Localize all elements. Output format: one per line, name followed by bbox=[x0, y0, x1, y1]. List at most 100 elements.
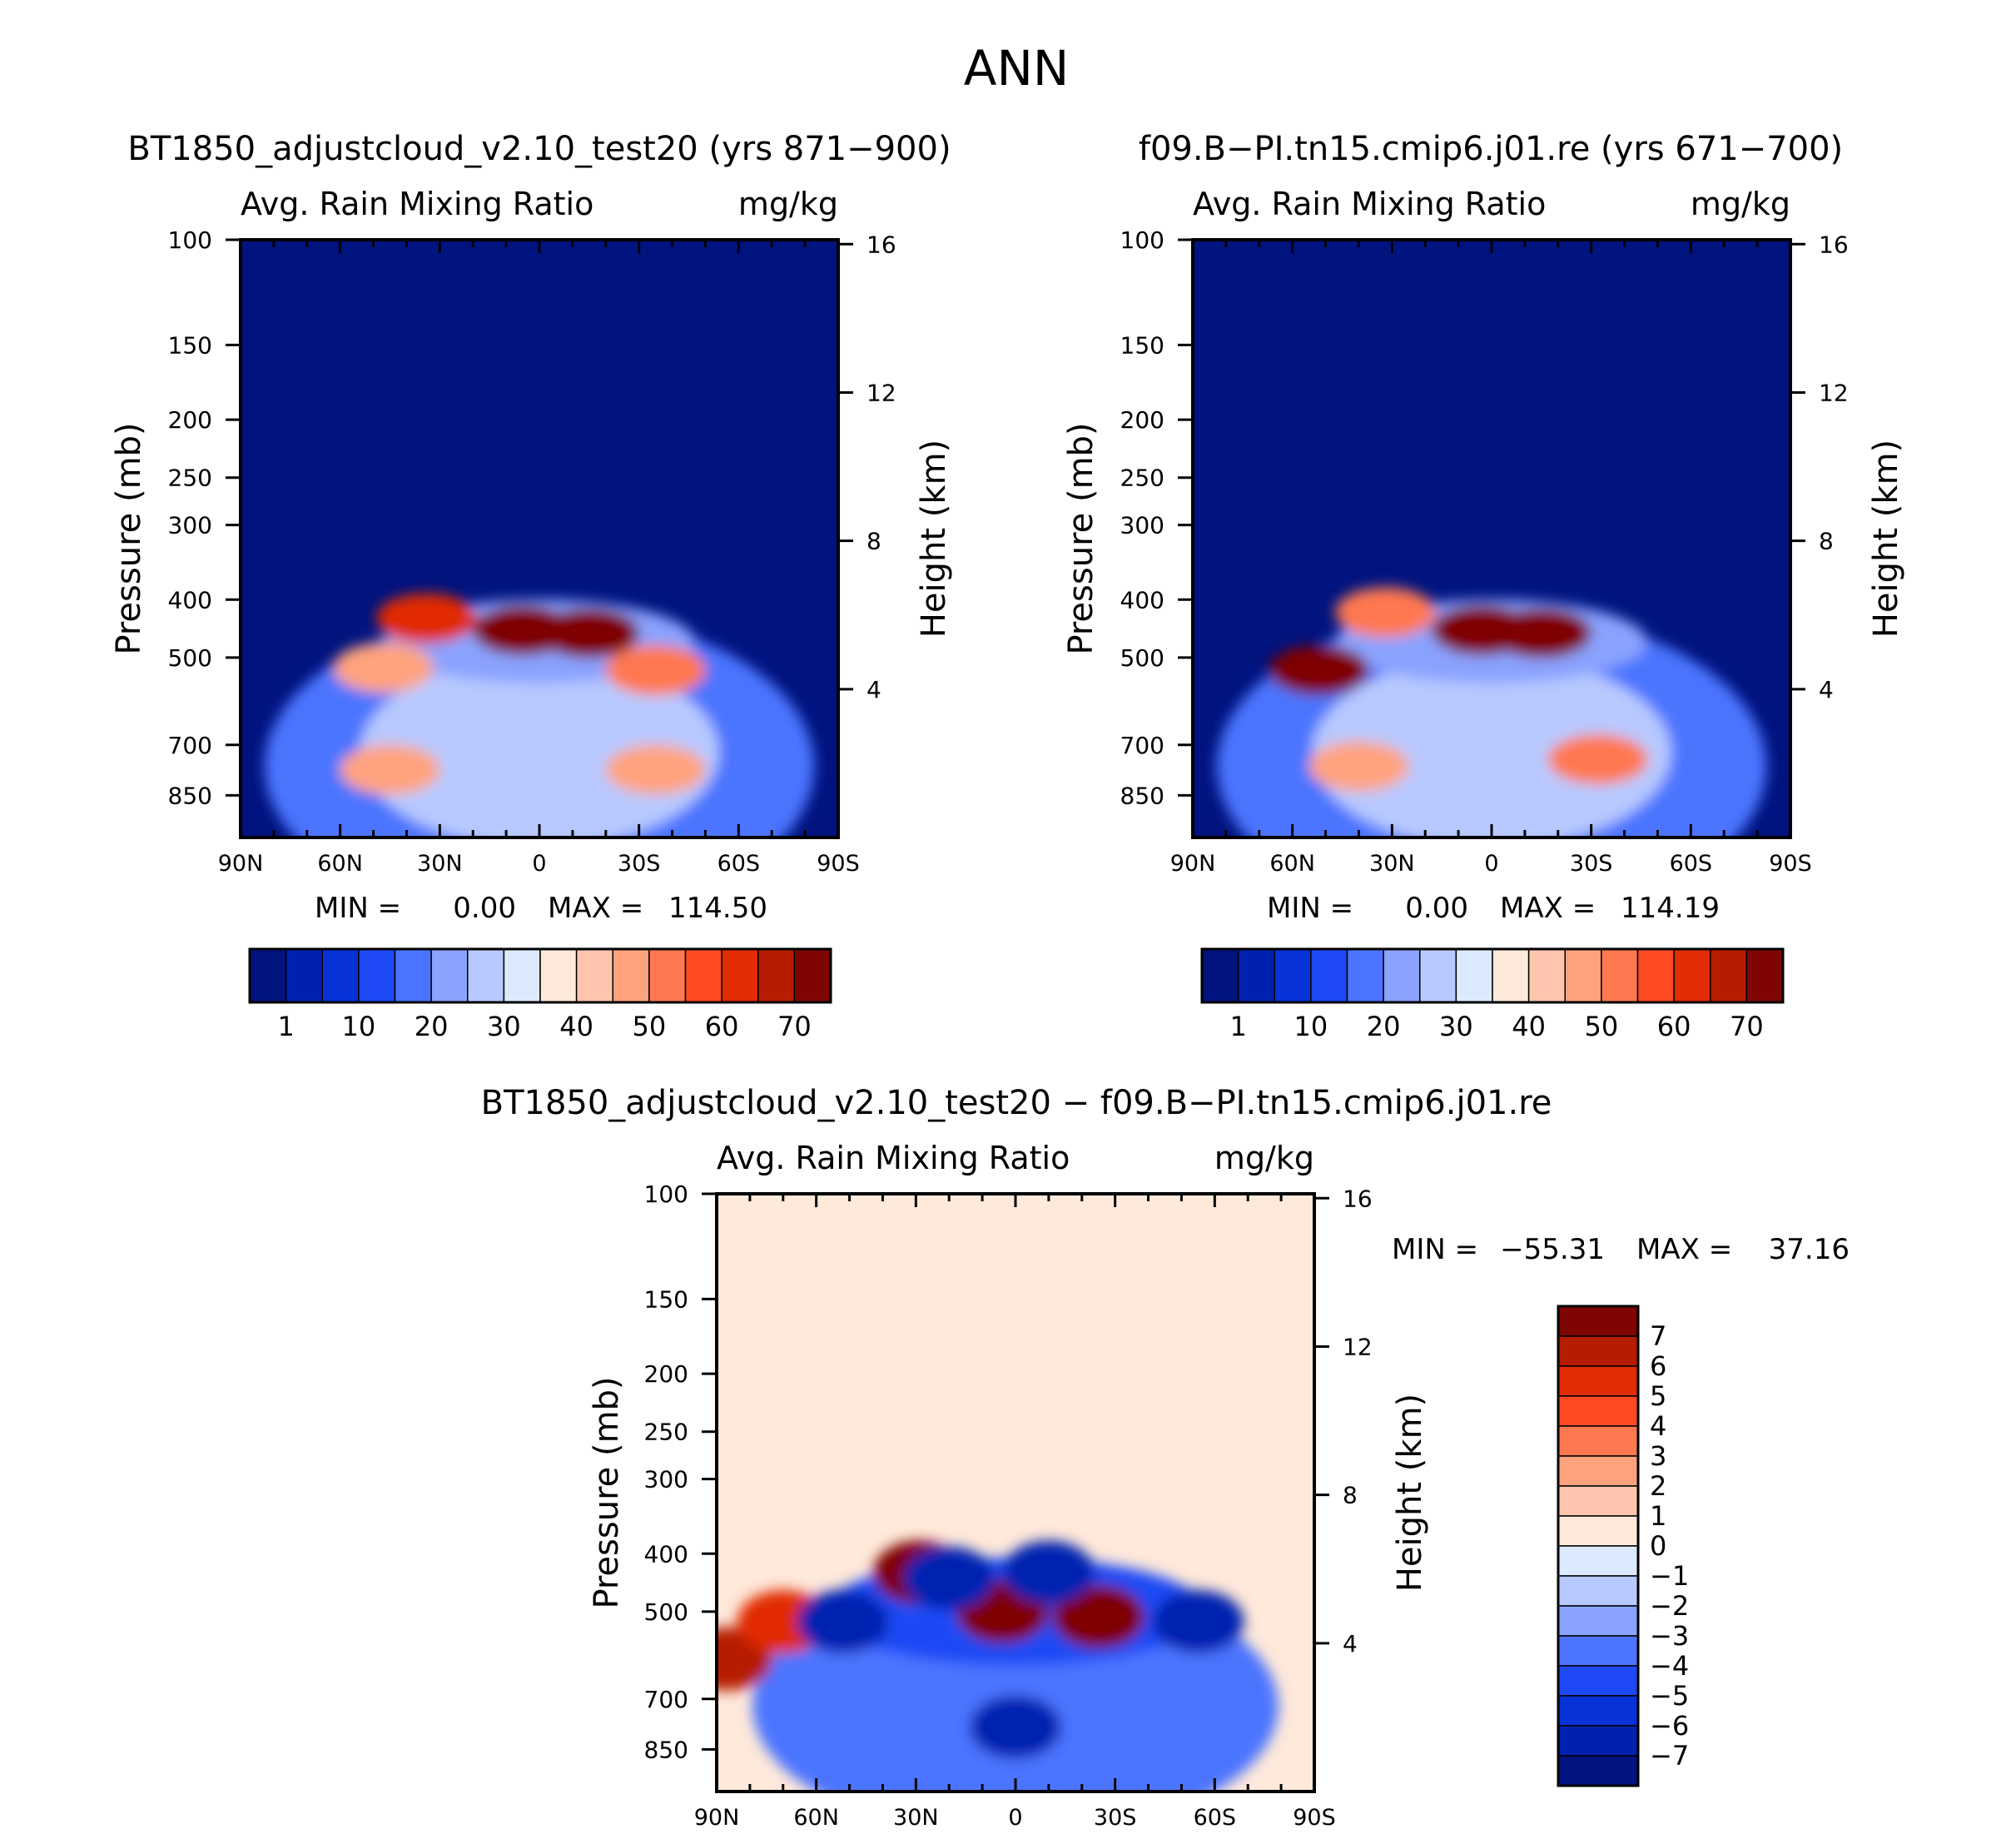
panel-1-ytick-label: 300 bbox=[168, 512, 212, 539]
panel-3-y2tick-label: 4 bbox=[1343, 1630, 1358, 1658]
panel-2-colorbar-box bbox=[1564, 948, 1602, 1003]
panel-1-colorbar-box bbox=[285, 948, 323, 1003]
panel-3-colorbar-box bbox=[1557, 1455, 1639, 1487]
panel-3-colorbar-box bbox=[1557, 1485, 1639, 1517]
panel-3-feature-2 bbox=[1052, 1585, 1145, 1649]
panel-2-colorbar-label: 10 bbox=[1294, 1011, 1328, 1042]
panel-3-ytick-label: 300 bbox=[644, 1466, 688, 1494]
panel-2-feature-4 bbox=[1308, 741, 1409, 792]
panel-1-xtick-label: 90S bbox=[817, 851, 860, 877]
panel-1-feature-0 bbox=[376, 593, 477, 644]
panel-2-feature-5 bbox=[1547, 734, 1648, 785]
panel-2-plot-area bbox=[1193, 240, 1790, 837]
panel-1-colorbar-label: 40 bbox=[559, 1011, 593, 1042]
panel-2-max-label: MAX = bbox=[1500, 892, 1596, 925]
panel-2-colorbar-label: 40 bbox=[1512, 1011, 1546, 1042]
panel-1-colorbar-label: 1 bbox=[277, 1011, 294, 1042]
panel-1-colorbar-box bbox=[358, 948, 396, 1003]
panel-1-colorbar-box bbox=[321, 948, 360, 1003]
panel-3-colorbar-box bbox=[1557, 1665, 1639, 1697]
panel-2-colorbar-box bbox=[1419, 948, 1457, 1003]
panel-2-y2tick-label: 16 bbox=[1819, 231, 1849, 258]
panel-1-y2tick-label: 8 bbox=[866, 528, 881, 555]
panel-2-xtick-label: 60N bbox=[1269, 851, 1315, 877]
panel-3-colorbar-label: 3 bbox=[1650, 1440, 1666, 1472]
panel-1-ytick-label: 150 bbox=[168, 331, 212, 359]
panel-2-feature-3 bbox=[1269, 645, 1369, 696]
panel-3-colorbar-label: 0 bbox=[1650, 1530, 1666, 1562]
panel-1-ytick-label: 400 bbox=[168, 586, 212, 614]
panel-2-xtick-label: 60S bbox=[1670, 851, 1713, 877]
panel-2-colorbar-box bbox=[1710, 948, 1748, 1003]
panel-2-colorbar-box bbox=[1383, 948, 1421, 1003]
panel-1-max-label: MAX = bbox=[548, 892, 643, 925]
panel-3-colorbar-box bbox=[1557, 1695, 1639, 1727]
panel-3-xtick-label: 60S bbox=[1194, 1805, 1237, 1831]
panel-2-colorbar-box bbox=[1745, 948, 1784, 1003]
panel-1-ytick-label: 850 bbox=[168, 782, 212, 809]
panel-3: BT1850_adjustcloud_v2.10_test20 − f09.B−… bbox=[481, 1084, 1850, 1831]
panel-2: f09.B−PI.tn15.cmip6.j01.re (yrs 671−700)… bbox=[1062, 130, 1905, 1042]
panel-3-colorbar-label: 7 bbox=[1650, 1320, 1666, 1352]
panel-1-colorbar-box bbox=[612, 948, 650, 1003]
panel-1-y2label: Height (km) bbox=[915, 440, 953, 638]
panel-3-feature-6 bbox=[903, 1546, 996, 1610]
panel-1-colorbar-box bbox=[648, 948, 687, 1003]
panel-3-xtick-label: 60N bbox=[793, 1805, 839, 1831]
panel-2-xtick-label: 90N bbox=[1170, 851, 1216, 877]
panel-3-feature-7 bbox=[1002, 1540, 1095, 1604]
panel-2-axes: 90N 60N 30N 0 30S 60S 90S 100 150 200 250 300 400 500… bbox=[1120, 226, 1849, 877]
panel-3-colorbar-box bbox=[1557, 1365, 1639, 1397]
panel-2-ytick-label: 300 bbox=[1120, 512, 1164, 539]
panel-2-ytick-label: 500 bbox=[1120, 644, 1164, 672]
panel-2-ytick-label: 200 bbox=[1120, 406, 1164, 434]
panel-3-ytick-label: 700 bbox=[644, 1686, 688, 1713]
panel-3-axes: 90N 60N 30N 0 30S 60S 90S 100 150 200 250 300 400 500… bbox=[644, 1180, 1373, 1831]
panel-3-min-value: −55.31 bbox=[1500, 1233, 1605, 1266]
panel-1-variable-label: Avg. Rain Mixing Ratio bbox=[241, 186, 593, 222]
panel-1-feature-3 bbox=[333, 643, 434, 693]
panel-3-colorbar-label: 5 bbox=[1650, 1380, 1666, 1412]
panel-3-colorbar-box bbox=[1557, 1635, 1639, 1667]
panel-3-max-label: MAX = bbox=[1636, 1233, 1732, 1266]
panel-3-colorbar-label: −1 bbox=[1650, 1560, 1689, 1592]
panel-3-ytick-label: 400 bbox=[644, 1540, 688, 1568]
panel-3-title: BT1850_adjustcloud_v2.10_test20 − f09.B−… bbox=[481, 1084, 1552, 1122]
panel-1-ylabel: Pressure (mb) bbox=[110, 422, 148, 654]
panel-3-colorbar-box bbox=[1557, 1725, 1639, 1757]
panel-1-xtick-label: 60S bbox=[718, 851, 761, 877]
panel-3-units-label: mg/kg bbox=[1214, 1140, 1314, 1176]
panel-3-colorbar-label: 6 bbox=[1650, 1350, 1666, 1382]
panel-2-colorbar-label: 50 bbox=[1585, 1011, 1619, 1042]
panel-3-y2tick-label: 8 bbox=[1343, 1482, 1358, 1509]
panel-2-ytick-label: 400 bbox=[1120, 586, 1164, 614]
panel-1-colorbar-box bbox=[539, 948, 578, 1003]
panel-3-plot-area bbox=[717, 1194, 1314, 1792]
panel-1-units-label: mg/kg bbox=[738, 186, 838, 222]
panel-1-ytick-label: 500 bbox=[168, 644, 212, 672]
panel-2-ytick-label: 850 bbox=[1120, 782, 1164, 809]
panel-3-colorbar-box bbox=[1557, 1605, 1639, 1637]
panel-1-ytick-label: 200 bbox=[168, 406, 212, 434]
panel-3-ytick-label: 500 bbox=[644, 1598, 688, 1626]
panel-1-xtick-label: 0 bbox=[532, 851, 546, 877]
panel-2-units-label: mg/kg bbox=[1691, 186, 1790, 222]
panel-2-xtick-label: 90S bbox=[1769, 851, 1812, 877]
panel-3-ytick-label: 850 bbox=[644, 1736, 688, 1763]
panel-2-colorbar-box bbox=[1310, 948, 1348, 1003]
panel-2-xtick-label: 30N bbox=[1369, 851, 1415, 877]
panel-1-colorbar-label: 20 bbox=[415, 1011, 449, 1042]
panel-2-max-value: 114.19 bbox=[1621, 892, 1720, 925]
panel-1-field bbox=[264, 593, 815, 837]
panel-2-colorbar-box bbox=[1492, 948, 1530, 1003]
panel-1-colorbar-label: 50 bbox=[633, 1011, 667, 1042]
panel-1-xtick-label: 30S bbox=[618, 851, 661, 877]
panel-3-y2tick-label: 12 bbox=[1343, 1333, 1373, 1360]
panel-1: BT1850_adjustcloud_v2.10_test20 (yrs 871… bbox=[110, 130, 953, 1042]
panel-3-colorbar-label: −4 bbox=[1650, 1650, 1689, 1682]
panel-1-y2tick-label: 16 bbox=[866, 231, 896, 258]
panel-2-y2tick-label: 12 bbox=[1819, 379, 1849, 406]
panel-2-title: f09.B−PI.tn15.cmip6.j01.re (yrs 671−700) bbox=[1139, 130, 1843, 168]
panel-3-colorbar-label: 2 bbox=[1650, 1470, 1666, 1502]
panel-3-field bbox=[717, 1540, 1279, 1792]
